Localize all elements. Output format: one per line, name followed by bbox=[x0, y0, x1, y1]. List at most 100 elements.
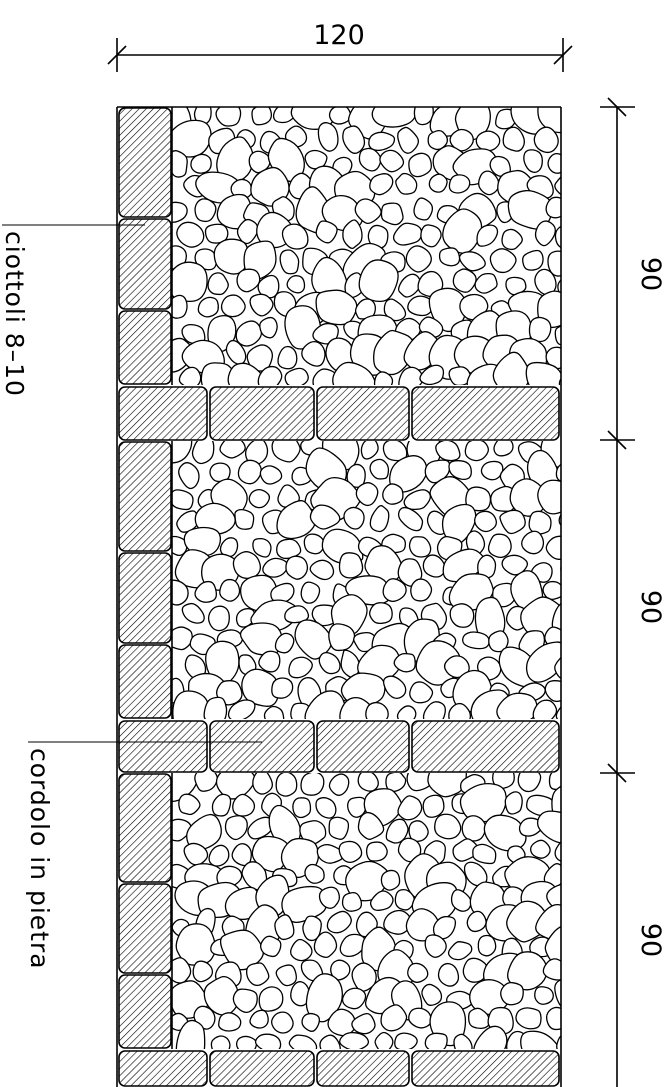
pebble-field-3 bbox=[172, 773, 561, 1049]
curb-stone bbox=[118, 773, 172, 883]
curb-stone bbox=[118, 107, 172, 218]
pebble bbox=[290, 938, 313, 962]
pebble bbox=[341, 892, 363, 912]
curb-stone bbox=[118, 386, 208, 441]
pebble bbox=[477, 554, 497, 580]
pebble bbox=[525, 641, 561, 683]
pebble bbox=[438, 247, 461, 267]
pebble bbox=[560, 143, 561, 147]
pebble bbox=[181, 602, 205, 624]
pebble bbox=[474, 510, 498, 533]
right-dimension-tick-3 bbox=[607, 763, 627, 783]
pebble bbox=[224, 815, 248, 841]
pebble bbox=[487, 533, 512, 558]
pebble bbox=[194, 198, 217, 223]
pebble bbox=[248, 488, 271, 509]
pebble bbox=[448, 366, 472, 385]
pebble bbox=[203, 696, 228, 719]
pebble bbox=[556, 1034, 561, 1049]
pebble bbox=[317, 122, 339, 152]
pebble bbox=[547, 250, 561, 277]
top-dimension-label: 120 bbox=[313, 20, 365, 51]
pebble bbox=[300, 773, 325, 796]
pebble bbox=[219, 578, 241, 602]
pebble bbox=[315, 797, 337, 819]
pebble bbox=[397, 837, 422, 863]
pebble bbox=[227, 362, 266, 385]
pebble bbox=[208, 844, 230, 867]
stone-curbs bbox=[118, 107, 560, 1087]
pebble bbox=[528, 510, 552, 535]
label-pebbles: ciottoli 8–10 bbox=[0, 224, 145, 397]
pebble bbox=[545, 535, 561, 560]
right-dimension-tick-1 bbox=[607, 97, 627, 117]
pebble bbox=[244, 441, 269, 466]
pebble bbox=[284, 605, 310, 624]
pebble bbox=[382, 578, 407, 602]
pebble bbox=[502, 126, 526, 152]
pebble bbox=[279, 249, 300, 275]
pebble bbox=[251, 107, 273, 126]
pebble bbox=[394, 889, 415, 911]
pebble bbox=[499, 509, 526, 535]
pebble bbox=[271, 441, 301, 463]
pebble bbox=[241, 668, 280, 707]
pebble bbox=[194, 773, 218, 792]
pebble bbox=[480, 460, 504, 481]
pebble bbox=[462, 957, 488, 983]
pebble bbox=[236, 268, 261, 293]
pebble bbox=[505, 276, 527, 296]
pebble bbox=[371, 107, 418, 128]
pebble bbox=[407, 962, 429, 983]
pebble bbox=[220, 294, 246, 318]
pebble bbox=[397, 506, 424, 532]
pebble bbox=[515, 1007, 542, 1030]
pebble bbox=[473, 1025, 508, 1049]
pebble bbox=[235, 320, 263, 347]
pebble bbox=[369, 602, 393, 625]
pebble bbox=[374, 1031, 394, 1049]
pebble bbox=[358, 259, 399, 303]
pebble bbox=[555, 463, 561, 482]
pebble bbox=[483, 814, 527, 852]
pebble bbox=[178, 366, 202, 385]
pebble bbox=[328, 623, 356, 652]
pebble bbox=[328, 773, 350, 796]
pebble bbox=[458, 251, 486, 272]
pebble bbox=[274, 914, 295, 941]
pebble bbox=[554, 840, 561, 862]
pebble bbox=[219, 929, 264, 971]
pebble bbox=[343, 506, 365, 530]
pebble bbox=[448, 174, 471, 194]
pebble bbox=[318, 886, 341, 909]
pebble bbox=[434, 813, 462, 840]
curb-stone bbox=[209, 1050, 315, 1087]
pebble-field-2 bbox=[172, 441, 561, 719]
curb-stone bbox=[411, 1050, 560, 1087]
pebble bbox=[468, 1007, 491, 1030]
pebble bbox=[379, 149, 405, 173]
pebble bbox=[207, 605, 230, 632]
pebble bbox=[464, 441, 489, 462]
pebble bbox=[176, 221, 205, 248]
pebble bbox=[545, 196, 561, 219]
pebble bbox=[368, 131, 396, 152]
pebble bbox=[555, 706, 561, 719]
curb-stone bbox=[316, 720, 410, 773]
pebble bbox=[449, 603, 475, 628]
pebble bbox=[245, 962, 270, 987]
pebble bbox=[465, 486, 492, 512]
pebble bbox=[304, 863, 325, 884]
pebble bbox=[358, 147, 382, 172]
pebble bbox=[408, 536, 432, 558]
label-curb: cordolo in pietra bbox=[25, 741, 262, 970]
pebble bbox=[281, 223, 309, 250]
pebble bbox=[357, 811, 385, 840]
pebble bbox=[523, 149, 543, 173]
pebble bbox=[522, 249, 544, 271]
pebble bbox=[422, 701, 446, 719]
curb-stone bbox=[411, 720, 560, 773]
pebble bbox=[420, 224, 442, 248]
pebble bbox=[294, 619, 333, 660]
